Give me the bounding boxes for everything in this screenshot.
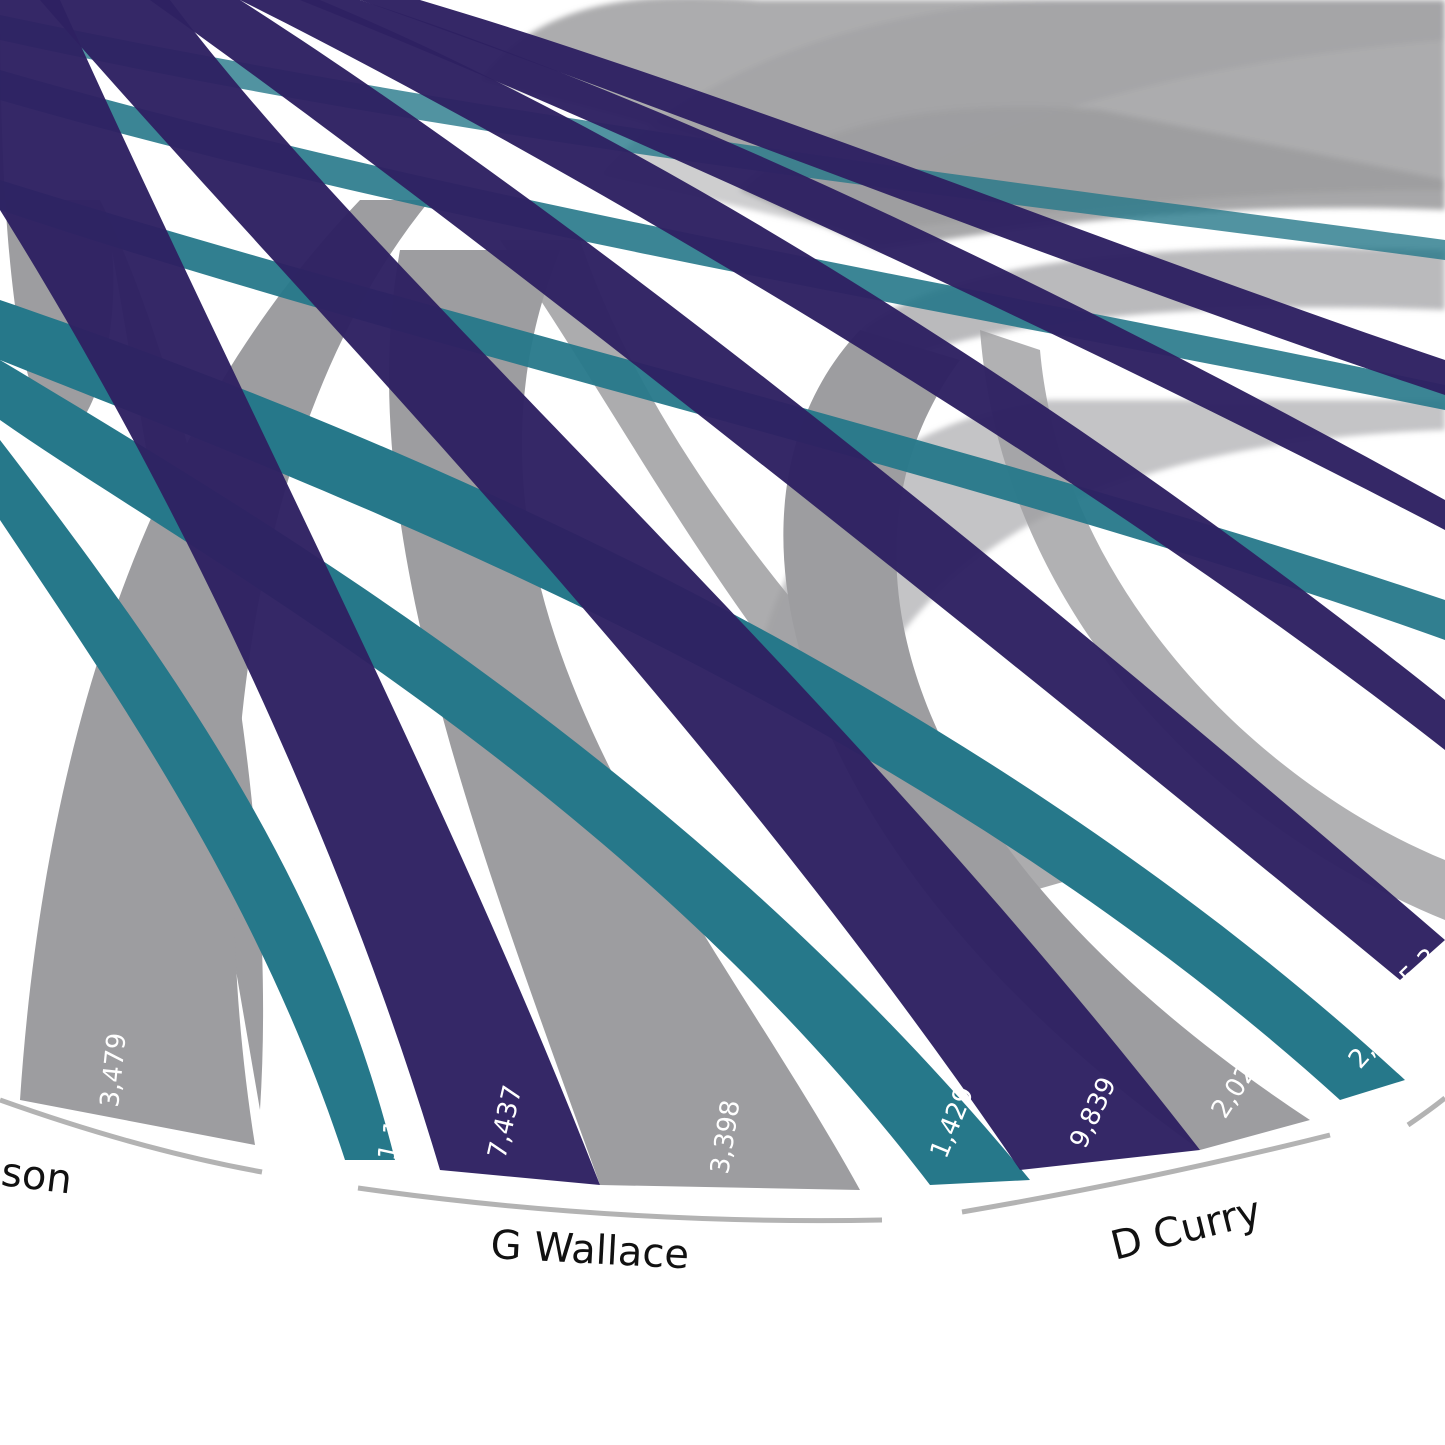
ribbon-gray (500, 240, 1070, 900)
ribbon-purple (0, 0, 600, 1185)
group-label-g-wallace: G Wallace (489, 1222, 690, 1278)
ribbon-teal (0, 440, 395, 1160)
ribbon-gray (20, 200, 430, 1145)
group-label-son: son (0, 1149, 75, 1203)
group-arc (357, 1185, 883, 1224)
group-arc (1406, 1096, 1445, 1128)
ribbon-teal (0, 15, 1445, 260)
ribbon-teal (0, 300, 1405, 1100)
group-arcs (0, 1096, 1445, 1224)
ribbon-purple (360, 0, 1445, 395)
ribbon-purple (150, 0, 1445, 980)
ribbon-gray (740, 106, 1445, 251)
ribbon-purple (40, 0, 1200, 1170)
group-arc (0, 1097, 263, 1175)
group-label-d-curry: D Curry (1106, 1188, 1265, 1270)
ribbon-gray (980, 330, 1445, 920)
group-arc (961, 1132, 1331, 1215)
foreground-ribbons (0, 0, 1445, 1190)
value-label-1100: 1,100 (373, 1084, 418, 1163)
